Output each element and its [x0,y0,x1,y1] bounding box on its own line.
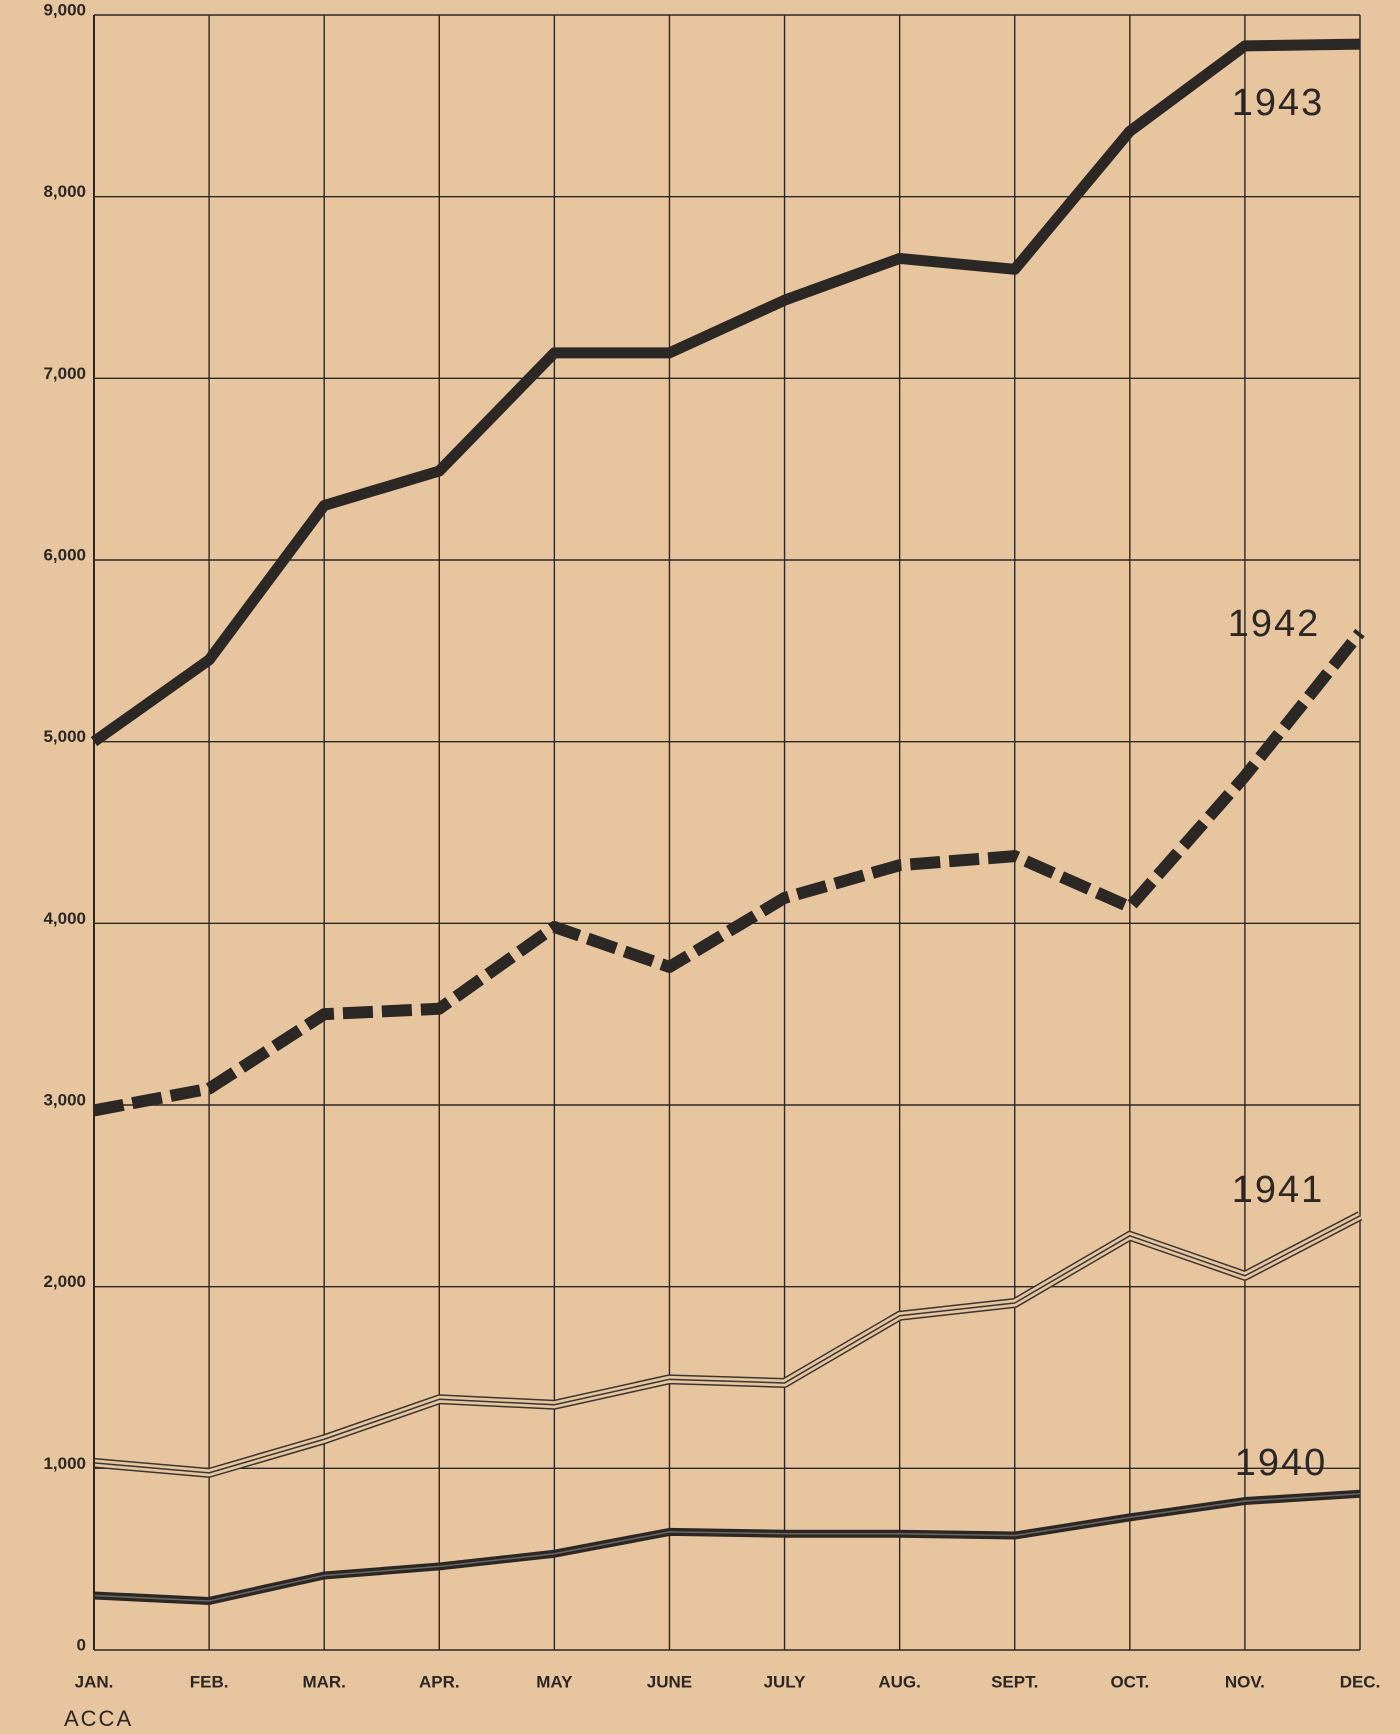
y-tick-label: 2,000 [43,1272,86,1291]
line-inner [93,1215,1361,1474]
x-tick-label: JUNE [647,1672,692,1691]
source: ACCA [64,1706,133,1731]
y-tick-label: 4,000 [43,909,86,928]
y-tick-label: 8,000 [43,182,86,201]
x-tick-label: MAY [536,1672,573,1691]
x-tick-label: MAR. [302,1672,345,1691]
x-tick-label: OCT. [1110,1672,1149,1691]
line-inner [93,1493,1361,1602]
line [90,38,1361,747]
y-tick-label: 5,000 [43,727,86,746]
x-tick-label: NOV. [1225,1672,1265,1691]
x-tick-label: SEPT. [991,1672,1038,1691]
x-tick-label: JULY [764,1672,807,1691]
y-tick-label: 7,000 [43,364,86,383]
y-tick-label: 9,000 [43,0,86,19]
x-tick-label: APR. [419,1672,460,1691]
x-tick-label: FEB. [190,1672,229,1691]
series-label: 1943 [1232,82,1325,124]
x-tick-label: AUG. [878,1672,921,1691]
y-tick-label: 1,000 [43,1454,86,1473]
y-tick-label: 0 [77,1635,86,1654]
y-tick-label: 6,000 [43,545,86,564]
line [92,628,1365,1117]
series-label: 1940 [1235,1442,1328,1484]
y-tick-label: 3,000 [43,1090,86,1109]
x-tick-label: JAN. [75,1672,114,1691]
series-label: 1942 [1228,603,1321,645]
series-label: 1941 [1232,1169,1325,1211]
x-tick-label: DEC. [1340,1672,1381,1691]
